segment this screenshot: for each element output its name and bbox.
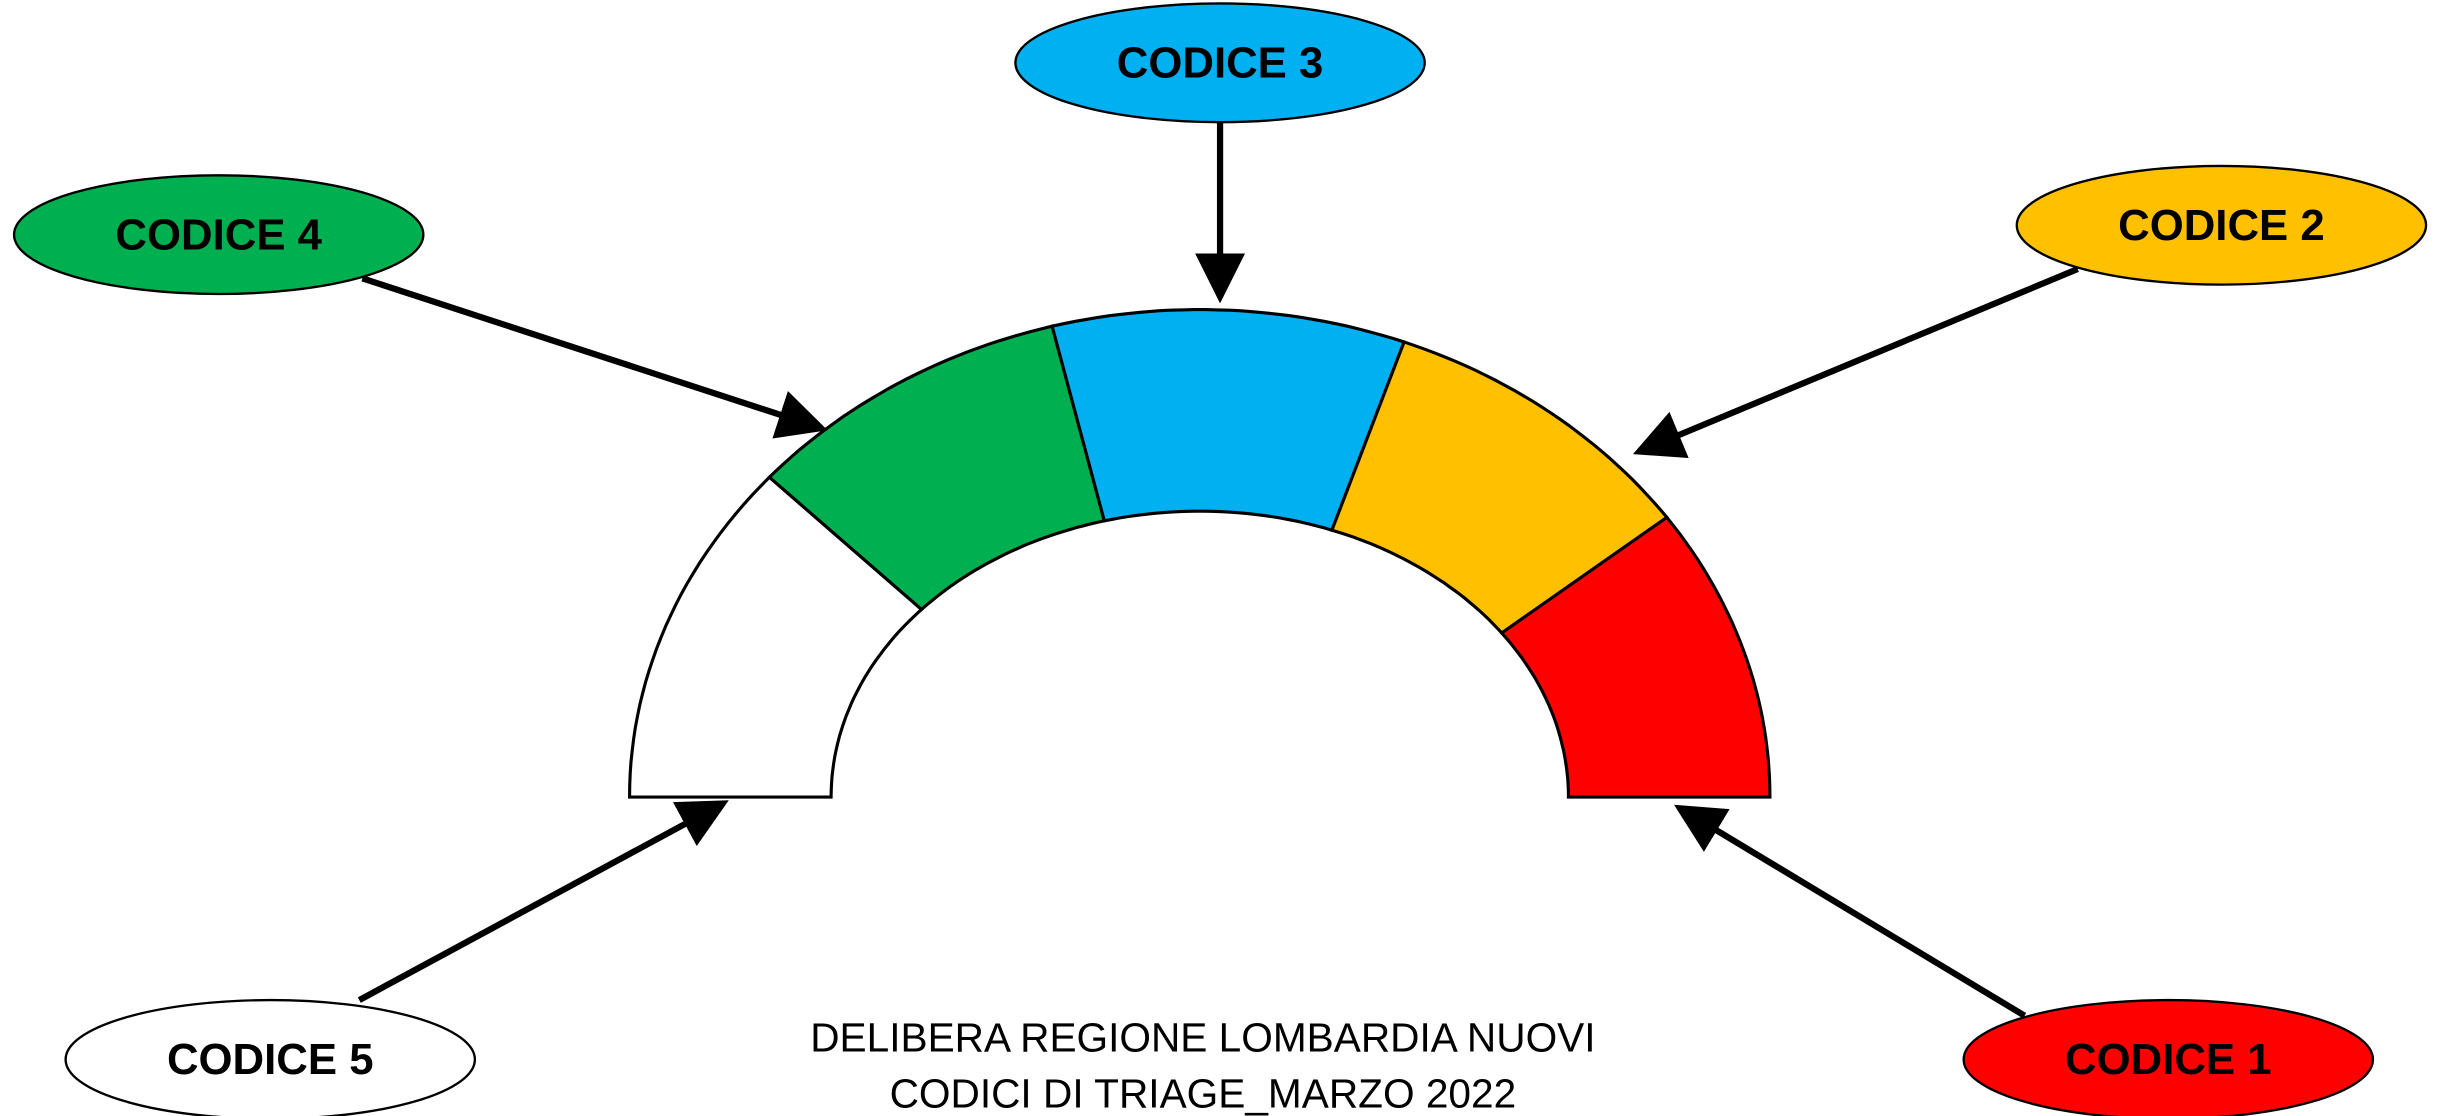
caption-line: CODICI DI TRIAGE_MARZO 2022 <box>890 1071 1517 1116</box>
node-shape <box>1014 2 1426 124</box>
node-shape <box>1962 998 2375 1116</box>
triage-gauge <box>627 308 1772 799</box>
node-label: CODICE 4 <box>115 210 322 259</box>
node-label: CODICE 5 <box>167 1035 374 1084</box>
arrows <box>357 122 2079 1019</box>
node-label: CODICE 3 <box>1117 38 1324 87</box>
code-node: CODICE 4 <box>12 174 425 296</box>
caption-line: DELIBERA REGIONE LOMBARDIA NUOVI <box>810 1014 1595 1060</box>
arrow <box>361 275 828 439</box>
code-node: CODICE 2 <box>2015 164 2428 286</box>
gauge-segment <box>1499 515 1772 799</box>
code-node: CODICE 1 <box>1962 998 2375 1116</box>
code-node: CODICE 5 <box>64 998 477 1116</box>
arrow <box>1673 804 2027 1019</box>
arrow <box>1632 266 2079 459</box>
node-label: CODICE 1 <box>2065 1035 2272 1084</box>
code-node: CODICE 3 <box>1014 2 1426 124</box>
arrow <box>357 800 729 1003</box>
node-shape <box>12 174 425 296</box>
node-label: CODICE 2 <box>2118 201 2325 250</box>
node-shape <box>64 998 477 1116</box>
node-shape <box>2015 164 2428 286</box>
